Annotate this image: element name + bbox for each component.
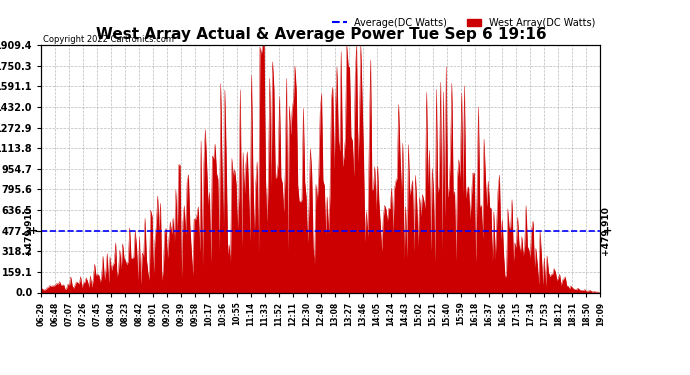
- Text: +: +: [30, 226, 39, 236]
- Legend: Average(DC Watts), West Array(DC Watts): Average(DC Watts), West Array(DC Watts): [332, 18, 595, 28]
- Text: +479.910: +479.910: [602, 206, 611, 255]
- Text: Copyright 2022 Cartronics.com: Copyright 2022 Cartronics.com: [43, 35, 173, 44]
- Title: West Array Actual & Average Power Tue Sep 6 19:16: West Array Actual & Average Power Tue Se…: [95, 27, 546, 42]
- Text: +: +: [603, 226, 612, 236]
